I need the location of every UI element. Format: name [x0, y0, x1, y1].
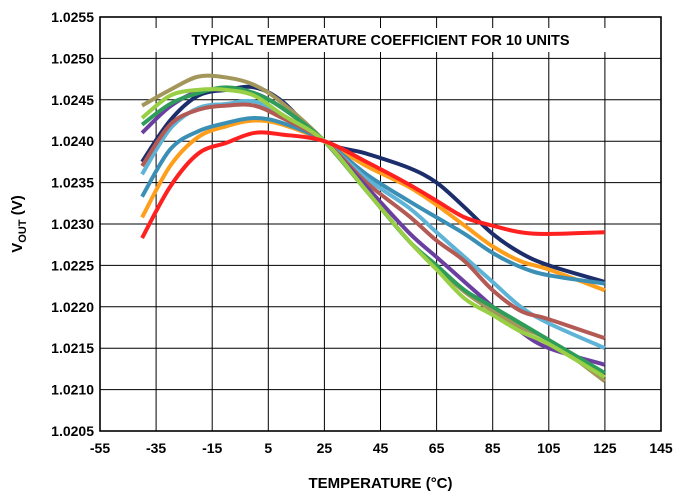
y-tick-label: 1.0225 [51, 257, 94, 273]
x-tick-label: 105 [537, 440, 561, 456]
series-group [140, 73, 607, 383]
x-tick-labels: -55 -35 -15 5 25 45 65 85 105 125 145 [90, 440, 673, 456]
y-tick-label: 1.0255 [51, 9, 94, 25]
y-axis-label-unit: (V) [9, 195, 26, 219]
y-tick-label: 1.0210 [51, 382, 94, 398]
x-axis-label: TEMPERATURE (°C) [308, 475, 452, 492]
x-tick-label: 65 [429, 440, 445, 456]
x-tick-label: -55 [90, 440, 110, 456]
y-tick-label: 1.0250 [51, 50, 94, 66]
x-tick-label: 25 [317, 440, 333, 456]
series-line-2 [140, 130, 605, 240]
series-line-6 [140, 102, 606, 341]
series-line-5 [140, 98, 606, 351]
series-line-4 [140, 116, 606, 286]
chart-title: TYPICAL TEMPERATURE COEFFICIENT FOR 10 U… [191, 33, 569, 49]
x-tick-label: 45 [373, 440, 389, 456]
x-tick-label: -15 [202, 440, 222, 456]
y-tick-label: 1.0235 [51, 175, 94, 191]
title-background [128, 28, 633, 52]
series-line-8 [141, 73, 607, 383]
y-axis-label: VOUT (V) [9, 195, 29, 252]
y-tick-label: 1.0230 [51, 216, 94, 232]
x-tick-label: -35 [146, 440, 166, 456]
y-tick-label: 1.0240 [51, 133, 94, 149]
y-tick-label: 1.0215 [51, 340, 94, 356]
y-tick-label: 1.0205 [51, 423, 94, 439]
y-axis-label-main: V [9, 243, 26, 253]
x-tick-label: 125 [593, 440, 617, 456]
series-line-3 [140, 118, 606, 293]
x-tick-label: 145 [649, 440, 673, 456]
grid-lines [99, 16, 662, 432]
y-tick-label: 1.0245 [51, 92, 94, 108]
y-tick-label: 1.0220 [51, 299, 94, 315]
plot-frame [99, 16, 662, 432]
series-line-10 [140, 87, 606, 379]
y-axis-label-subscript: OUT [17, 219, 29, 243]
x-tick-label: 85 [485, 440, 501, 456]
x-tick-label: 5 [264, 440, 272, 456]
y-tick-labels: 1.0205 1.0210 1.0215 1.0220 1.0225 1.0230 1.02… [51, 9, 94, 439]
